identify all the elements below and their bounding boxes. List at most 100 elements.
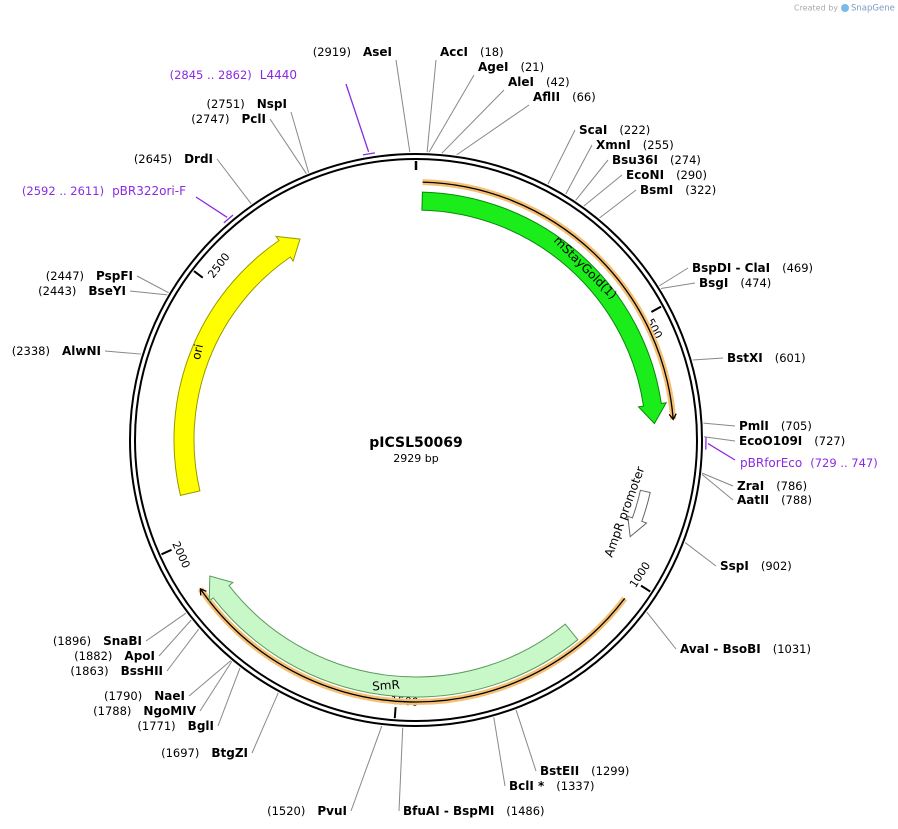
site-leader — [269, 118, 307, 174]
site-leader — [398, 727, 404, 812]
site-name: DrdI — [184, 152, 213, 166]
orf-mstaygold — [422, 181, 674, 420]
site-position: (2751) — [207, 97, 245, 111]
plasmid-name: pICSL50069 — [369, 435, 462, 451]
primer-leader — [345, 83, 370, 153]
site-name: BfuAI - BspMI — [403, 804, 494, 818]
site-leader — [158, 619, 192, 657]
site-name: PmlI — [739, 419, 769, 433]
site-position: (1486) — [506, 804, 544, 818]
feature-ori — [173, 235, 301, 496]
site-name: ApoI — [124, 649, 155, 663]
site-leader — [599, 189, 637, 219]
site-name: BsgI — [699, 276, 728, 290]
site-position: (1520) — [267, 804, 305, 818]
site-label: (2645) DrdI — [134, 152, 213, 166]
feature-ampr-promoter — [627, 489, 651, 538]
site-leader — [217, 667, 241, 727]
orf-smr — [199, 588, 626, 703]
site-leader — [684, 542, 717, 567]
site-name: SspI — [720, 559, 749, 573]
site-name: PspFI — [96, 269, 133, 283]
site-name: AgeI — [478, 60, 508, 74]
site-name: Bsu36I — [612, 153, 658, 167]
site-position: (255) — [643, 138, 674, 152]
site-name: AflII — [533, 90, 560, 104]
site-label: (1520) PvuI — [267, 804, 347, 818]
site-name: BtgZI — [211, 746, 248, 760]
site-name: AccI — [440, 45, 468, 59]
site-label: BsmI (322) — [640, 183, 716, 197]
site-leader — [583, 174, 623, 207]
site-leader — [428, 74, 475, 153]
site-position: (18) — [480, 45, 504, 59]
site-leader — [515, 709, 537, 772]
site-label: AccI (18) — [440, 45, 504, 59]
site-name: BstEII — [540, 764, 579, 778]
tick-mark — [393, 707, 397, 719]
site-label: ScaI (222) — [579, 123, 650, 137]
primer-label: (2845 .. 2862) L4440 — [170, 68, 297, 82]
site-label: EcoO109I (727) — [739, 434, 845, 448]
site-leader — [692, 357, 724, 361]
brand-logo — [841, 4, 849, 12]
site-label: (2747) PclI — [191, 112, 266, 126]
site-position: (705) — [781, 419, 812, 433]
site-position: (2443) — [38, 284, 76, 298]
site-position: (2338) — [12, 344, 50, 358]
site-position: (788) — [781, 493, 812, 507]
site-position: (274) — [670, 153, 701, 167]
site-position: (42) — [546, 75, 570, 89]
site-leader — [547, 129, 576, 185]
site-leader — [441, 89, 505, 154]
primer-name: pBR322ori-F — [112, 184, 186, 198]
site-label: BstXI (601) — [727, 351, 806, 365]
site-position: (2919) — [313, 45, 351, 59]
primer-label: (2592 .. 2611) pBR322ori-F — [22, 184, 186, 198]
primer-label: pBRforEco (729 .. 747) — [740, 456, 878, 470]
tick-label: 2500 — [205, 250, 232, 280]
tick-label: 1000 — [627, 560, 653, 591]
orf-mstaygold-head — [668, 413, 677, 421]
site-leader — [251, 692, 279, 754]
primer-leader — [195, 196, 228, 218]
site-leader — [104, 350, 142, 355]
site-label: BclI * (1337) — [509, 779, 595, 793]
primer-range: (2592 .. 2611) — [22, 184, 104, 198]
site-position: (322) — [685, 183, 716, 197]
site-name: AvaI - BsoBI — [680, 642, 761, 656]
backbone-outer — [129, 153, 703, 727]
site-name: SnaBI — [103, 634, 142, 648]
site-position: (1697) — [161, 746, 199, 760]
site-name: BstXI — [727, 351, 763, 365]
plasmid-length: 2929 bp — [393, 452, 438, 465]
site-leader — [136, 275, 169, 294]
site-name: EcoNI — [626, 168, 664, 182]
site-name: ZraI — [737, 479, 764, 493]
site-label: Bsu36I (274) — [612, 153, 701, 167]
site-position: (1337) — [556, 779, 594, 793]
site-name: AatII — [737, 493, 769, 507]
site-leader — [701, 473, 734, 501]
site-position: (1771) — [137, 719, 175, 733]
primer-name: L4440 — [260, 68, 297, 82]
site-name: EcoO109I — [739, 434, 802, 448]
feature-label: ori — [189, 343, 206, 361]
site-label: EcoNI (290) — [626, 168, 707, 182]
site-name: XmnI — [596, 138, 631, 152]
tick-mark — [193, 270, 204, 279]
site-position: (727) — [814, 434, 845, 448]
site-name: PvuI — [317, 804, 347, 818]
primer-leader — [707, 443, 736, 461]
site-leader — [199, 661, 233, 712]
site-label: (1788) NgoMIV — [93, 704, 197, 718]
site-label: BspDI - ClaI (469) — [692, 261, 813, 275]
site-name: BclI * — [509, 779, 545, 793]
backbone-inner — [134, 158, 698, 722]
site-position: (1788) — [93, 704, 131, 718]
site-leader — [659, 267, 689, 287]
site-name: BspDI - ClaI — [692, 261, 770, 275]
site-label: AvaI - BsoBI (1031) — [680, 642, 811, 656]
